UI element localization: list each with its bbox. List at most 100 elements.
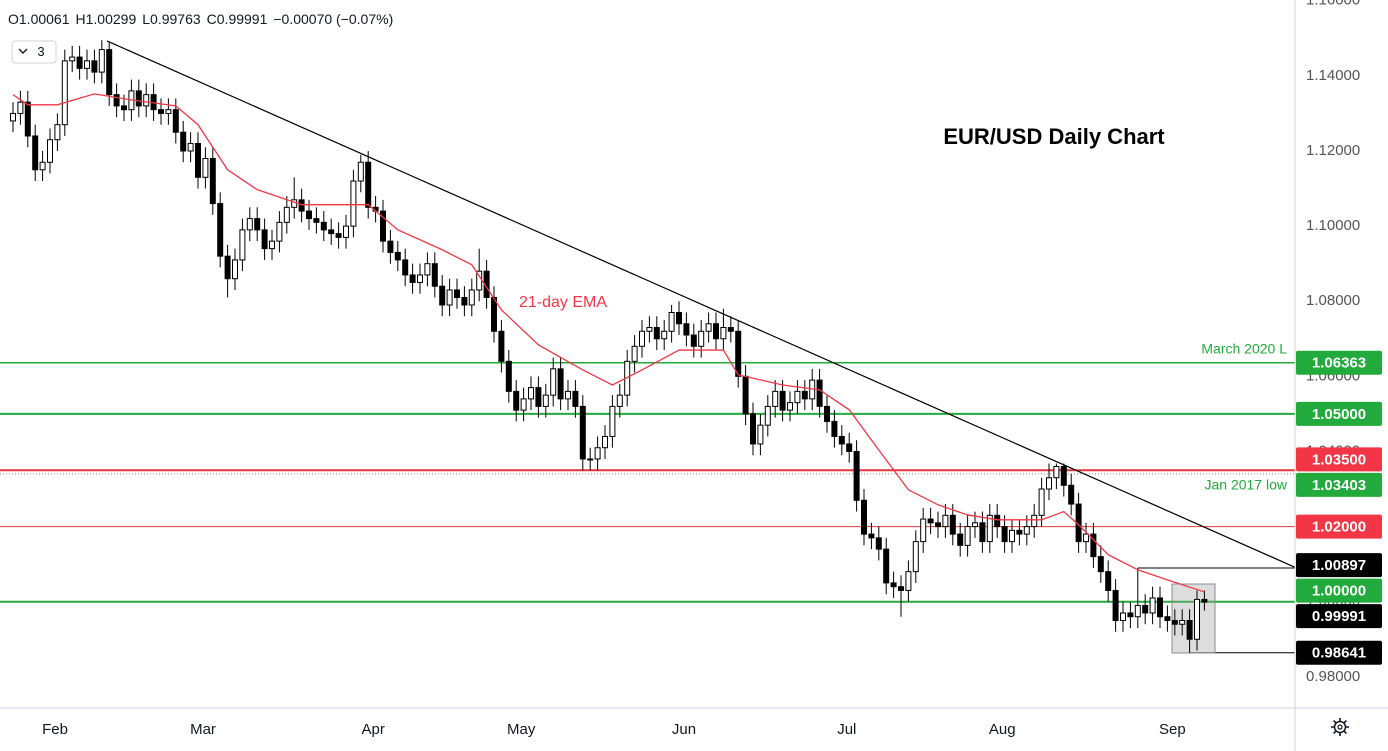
candle-body [861, 499, 867, 535]
price-label-box [1296, 514, 1382, 539]
candle-body [949, 514, 956, 535]
candle-body [402, 259, 409, 276]
candle-body [1112, 589, 1119, 621]
candle-body [106, 49, 113, 96]
candle-body [276, 221, 283, 242]
candle-body [520, 398, 527, 411]
candles-layer [10, 40, 1208, 653]
candle-body [853, 450, 860, 501]
candle-body [646, 327, 653, 332]
price-label: 1.02000 [1312, 519, 1366, 536]
candle-body [579, 405, 586, 460]
price-label: 1.03403 [1312, 477, 1366, 494]
candle-body [898, 586, 904, 591]
candle-body [283, 206, 290, 223]
candle-body [905, 571, 912, 591]
y-tick-label: 1.12000 [1306, 142, 1360, 159]
candle-body [468, 289, 475, 306]
candle-body [1016, 529, 1023, 535]
candle-body [1046, 477, 1052, 490]
candle-body [439, 285, 446, 306]
ohlc-value: 0.99991 [216, 11, 268, 27]
candle-body [935, 522, 941, 528]
candle-body [1023, 526, 1030, 535]
candle-body [232, 259, 238, 280]
candle-body [1201, 598, 1208, 603]
candle-body [1194, 598, 1200, 640]
ohlc-key: H [75, 11, 86, 27]
candle-body [1060, 465, 1067, 486]
candle-body [912, 541, 919, 573]
candle-body [202, 158, 209, 178]
candle-body [1157, 597, 1163, 618]
candle-body [705, 323, 712, 332]
candle-body [39, 161, 46, 171]
candle-body [69, 56, 76, 62]
candle-body [639, 330, 645, 347]
ohlc-value: 0.99763 [150, 11, 201, 27]
price-label-box [1296, 350, 1382, 375]
candle-body [461, 296, 468, 306]
candle-body [98, 49, 105, 73]
candle-body [17, 101, 24, 114]
candle-body [972, 522, 978, 528]
candle-body [787, 402, 793, 411]
candle-body [113, 94, 120, 107]
candle-body [794, 390, 801, 404]
candle-body [713, 323, 719, 340]
candle-body [772, 390, 779, 407]
candle-body [735, 330, 742, 377]
x-tick-label: Jul [837, 721, 856, 738]
candle-body [513, 390, 520, 411]
candle-body [246, 218, 253, 231]
indicator-count: 3 [37, 44, 44, 59]
trendline [106, 40, 1295, 568]
ema-line [12, 93, 1205, 593]
price-label-box [1296, 640, 1382, 665]
candle-body [1120, 612, 1126, 621]
price-label: 1.06363 [1312, 355, 1366, 372]
candle-body [957, 533, 964, 546]
candle-body [594, 447, 601, 460]
candle-body [631, 345, 638, 362]
candle-body [1134, 604, 1141, 618]
candle-body [572, 390, 579, 407]
candle-body [187, 142, 194, 152]
candle-body [698, 330, 705, 347]
candle-body [32, 135, 39, 171]
price-label: 0.99991 [1312, 608, 1366, 625]
candle-body [84, 60, 90, 69]
candle-body [135, 90, 142, 107]
candle-body [1186, 619, 1193, 640]
price-label: 0.98641 [1312, 645, 1366, 662]
candle-body [1105, 571, 1112, 591]
y-tick-label: 1.14000 [1306, 67, 1360, 84]
candle-body [757, 424, 764, 445]
ohlc-value: −0.00070 (−0.07%) [273, 11, 394, 27]
candle-body [180, 131, 187, 152]
candle-body [764, 405, 771, 426]
candle-body [683, 323, 690, 336]
candle-body [143, 94, 150, 107]
ohlc-value: 1.00061 [18, 11, 70, 27]
x-tick-label: Apr [362, 721, 385, 738]
candle-body [927, 518, 934, 524]
candle-body [1179, 619, 1186, 625]
candle-body [121, 105, 127, 111]
candle-body [846, 443, 853, 452]
candle-body [868, 533, 875, 539]
candle-body [306, 210, 312, 220]
indicator-toggle[interactable] [11, 40, 57, 64]
candle-body [357, 161, 364, 182]
candle-body [380, 210, 386, 242]
price-label: 1.00897 [1312, 557, 1366, 574]
candle-body [824, 405, 830, 422]
candle-body [838, 435, 845, 445]
ohlc-key: L [142, 11, 151, 27]
price-label: 1.00000 [1312, 583, 1366, 600]
candle-body [165, 109, 172, 114]
settings-icon[interactable] [1331, 718, 1349, 736]
